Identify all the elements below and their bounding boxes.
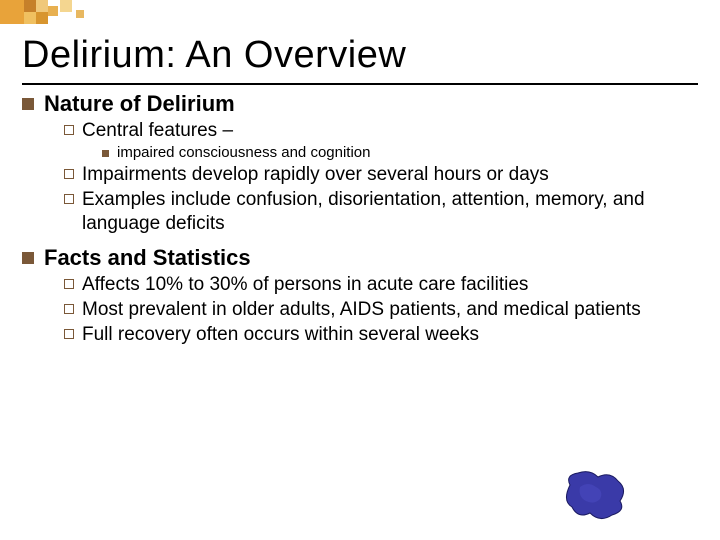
section-title: Facts and Statistics: [44, 245, 251, 271]
sub-row: Affects 10% to 30% of persons in acute c…: [64, 273, 698, 296]
deco-square: [36, 0, 48, 12]
section-row: Facts and Statistics: [22, 245, 698, 271]
subsub-block: impaired consciousness and cognition: [102, 144, 698, 161]
deco-square: [24, 0, 36, 12]
sub-row: Examples include confusion, disorientati…: [64, 188, 698, 234]
subsub-text: impaired consciousness and cognition: [117, 144, 370, 161]
slide-title: Delirium: An Overview: [22, 34, 698, 77]
sub-text: Central features –: [82, 119, 233, 142]
deco-square: [60, 0, 72, 12]
sub-row: Central features –: [64, 119, 698, 142]
open-square-bullet-icon: [64, 125, 74, 135]
section-title: Nature of Delirium: [44, 91, 235, 117]
sub-row: Full recovery often occurs within severa…: [64, 323, 698, 346]
title-underline: [22, 83, 698, 85]
deco-square: [36, 12, 48, 24]
sub-text: Full recovery often occurs within severa…: [82, 323, 479, 346]
sub-block: Central features – impaired consciousnes…: [64, 119, 698, 235]
sub-text: Examples include confusion, disorientati…: [82, 188, 698, 234]
square-bullet-icon: [22, 98, 34, 110]
decorative-blob-icon: [560, 467, 630, 522]
sub-row: Impairments develop rapidly over several…: [64, 163, 698, 186]
sub-text: Affects 10% to 30% of persons in acute c…: [82, 273, 528, 296]
open-square-bullet-icon: [64, 304, 74, 314]
tiny-square-bullet-icon: [102, 150, 109, 157]
subsub-row: impaired consciousness and cognition: [102, 144, 698, 161]
square-bullet-icon: [22, 252, 34, 264]
spacer: [22, 235, 698, 243]
section-row: Nature of Delirium: [22, 91, 698, 117]
open-square-bullet-icon: [64, 329, 74, 339]
deco-square: [0, 0, 24, 24]
open-square-bullet-icon: [64, 169, 74, 179]
slide-content: Delirium: An Overview Nature of Delirium…: [0, 0, 720, 346]
deco-square: [24, 12, 36, 24]
open-square-bullet-icon: [64, 194, 74, 204]
deco-square: [48, 6, 58, 16]
sub-block: Affects 10% to 30% of persons in acute c…: [64, 273, 698, 347]
sub-text: Most prevalent in older adults, AIDS pat…: [82, 298, 641, 321]
open-square-bullet-icon: [64, 279, 74, 289]
corner-decoration: [0, 0, 120, 30]
sub-text: Impairments develop rapidly over several…: [82, 163, 549, 186]
deco-square: [76, 10, 84, 18]
sub-row: Most prevalent in older adults, AIDS pat…: [64, 298, 698, 321]
